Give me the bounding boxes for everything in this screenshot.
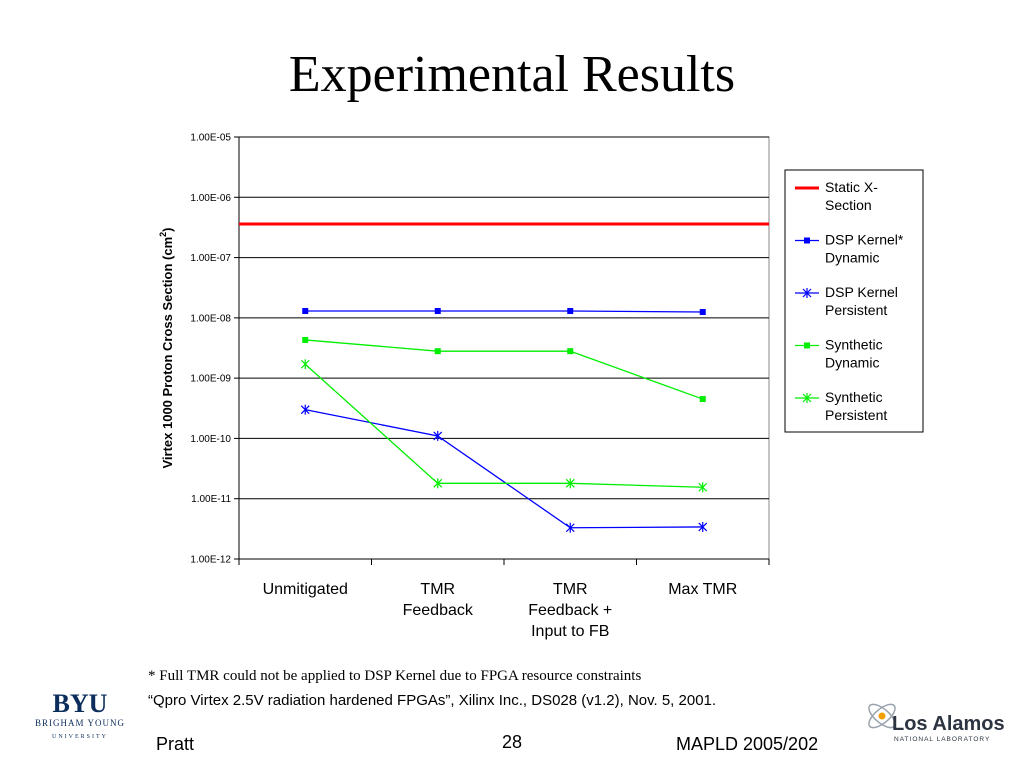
legend-label-line: Section <box>825 197 872 213</box>
footer-conference: MAPLD 2005/202 <box>676 734 819 754</box>
byu-logo-subtext-2: UNIVERSITY <box>52 734 108 740</box>
y-tick-label: 1.00E-11 <box>191 494 231 505</box>
data-point-star <box>698 482 708 493</box>
data-point-square <box>434 307 441 314</box>
legend-label: DSP Kernel Persistent <box>825 284 898 318</box>
footnote-tmr: * Full TMR could not be applied to DSP K… <box>148 668 642 684</box>
x-tick-label-line: TMR <box>420 581 455 598</box>
series-line <box>304 363 703 488</box>
data-point-star <box>300 359 310 370</box>
legend-label-line: DSP Kernel* <box>825 232 904 248</box>
los-alamos-logo-subtext: NATIONAL LABORATORY <box>894 736 990 743</box>
x-tick-label-line: Feedback <box>403 602 474 619</box>
series-3 <box>302 336 706 403</box>
byu-logo-text: BYU <box>53 689 108 718</box>
x-tick-label-line: TMR <box>553 581 588 598</box>
data-point-star <box>300 404 310 415</box>
x-tick-label: Unmitigated <box>263 581 348 598</box>
slide-title: Experimental Results <box>288 46 736 103</box>
legend-label-line: DSP Kernel <box>825 284 898 300</box>
x-tick-label-line: Input to FB <box>531 623 609 640</box>
legend-label-line: Static X- <box>825 179 878 195</box>
data-point-square <box>804 237 810 244</box>
los-alamos-logo: Los Alamos NATIONAL LABORATORY <box>868 703 1005 743</box>
y-axis-label: Virtex 1000 Proton Cross Section (cm2) <box>158 227 175 468</box>
series-1 <box>302 307 706 316</box>
data-point-square <box>302 336 309 343</box>
y-tick-label: 1.00E-07 <box>190 253 231 264</box>
legend-label-line: Dynamic <box>825 250 879 266</box>
axes: 1.00E-12 1.00E-11 1.00E-10 1.00E-09 1.00E-08… <box>158 133 770 640</box>
data-point-star <box>802 288 812 298</box>
series-line <box>305 339 703 400</box>
y-axis-label-main: Virtex 1000 Proton Cross Section (cm <box>160 237 175 469</box>
x-tick-label-line: Max TMR <box>668 581 737 598</box>
y-tick-label: 1.00E-12 <box>190 555 231 566</box>
x-tick-label-line: Feedback + <box>528 602 612 619</box>
legend-label: Static X- Section <box>825 179 878 213</box>
data-point-star <box>565 478 575 489</box>
series-2 <box>300 404 708 533</box>
byu-logo-subtext: BRIGHAM YOUNG <box>35 718 125 728</box>
x-tick-label: TMR Feedback + Input to FB <box>528 581 612 640</box>
x-tick-label: TMR Feedback <box>403 581 474 619</box>
legend-label: Synthetic Persistent <box>825 389 887 423</box>
y-axis-label-close: ) <box>160 227 175 231</box>
y-axis-label-sup: 2 <box>158 232 168 237</box>
series-line <box>305 310 703 313</box>
y-tick-label: 1.00E-09 <box>190 374 231 385</box>
legend-label-line: Synthetic <box>825 389 883 405</box>
data-point-star <box>433 430 443 441</box>
gridlines <box>238 136 770 560</box>
data-point-star <box>565 522 575 533</box>
y-tick-label: 1.00E-10 <box>190 434 231 445</box>
page-number: 28 <box>501 732 523 752</box>
legend-box <box>784 169 924 433</box>
byu-logo: BYU BRIGHAM YOUNG UNIVERSITY <box>35 689 125 740</box>
legend-label-line: Dynamic <box>825 355 879 371</box>
data-point-square <box>567 307 574 314</box>
data-point-square <box>699 309 706 316</box>
x-tick-label-line: Unmitigated <box>263 581 348 598</box>
series-4 <box>300 359 708 493</box>
data-point-square <box>699 396 706 403</box>
x-tick-label: Max TMR <box>668 581 737 598</box>
proton-cross-section-chart: 1.00E-12 1.00E-11 1.00E-10 1.00E-09 1.00E-08… <box>158 133 924 640</box>
legend-label: Synthetic Dynamic <box>825 337 883 371</box>
series-line <box>305 409 703 529</box>
y-tick-label: 1.00E-08 <box>190 313 231 324</box>
legend-label-line: Persistent <box>825 302 887 318</box>
plot-area <box>238 136 770 560</box>
legend-label-line: Synthetic <box>825 337 883 353</box>
data-point-square <box>434 348 441 355</box>
data-point-star <box>433 478 443 489</box>
data-point-square <box>804 342 810 349</box>
legend-label: DSP Kernel* Dynamic <box>825 232 904 266</box>
legend-label-line: Persistent <box>825 407 887 423</box>
los-alamos-logo-text: Los Alamos <box>892 713 1005 735</box>
series-layer <box>239 222 769 533</box>
data-point-star <box>802 393 812 403</box>
data-point-square <box>302 307 309 314</box>
y-tick-label: 1.00E-06 <box>190 193 231 204</box>
y-tick-label: 1.00E-05 <box>190 133 231 144</box>
data-point-square <box>567 348 574 355</box>
footnote-reference: “Qpro Virtex 2.5V radiation hardened FPG… <box>148 692 717 709</box>
data-point-star <box>698 521 708 532</box>
footer-author: Pratt <box>156 734 195 754</box>
